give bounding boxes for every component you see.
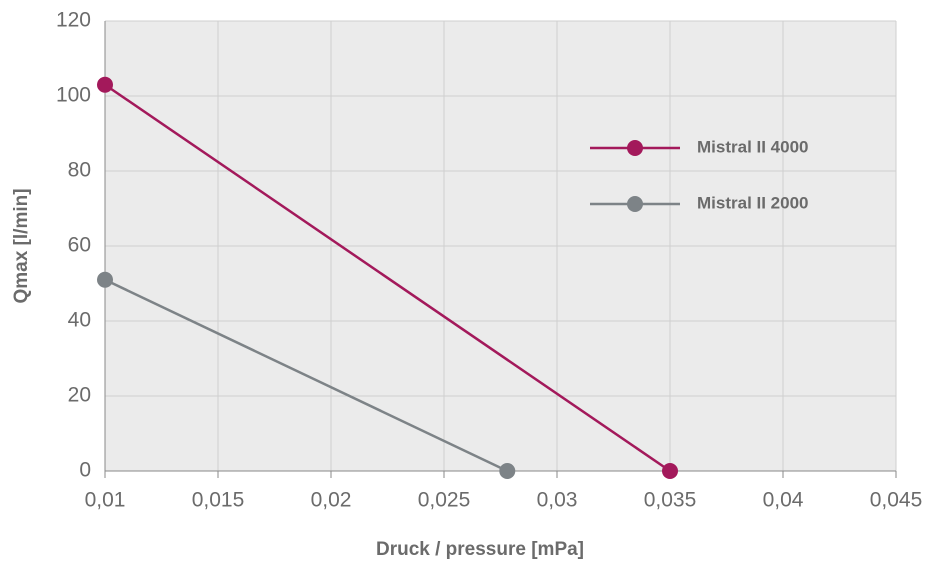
point bbox=[662, 463, 678, 479]
x-tick-label: 0,02 bbox=[311, 489, 352, 512]
x-tick-label: 0,01 bbox=[85, 489, 126, 512]
x-axis-title: Druck / pressure [mPa] bbox=[376, 539, 584, 560]
y-tick-label: 60 bbox=[68, 234, 91, 257]
point bbox=[97, 76, 113, 93]
y-tick-label: 100 bbox=[56, 84, 91, 107]
x-tick-label: 0,015 bbox=[192, 489, 245, 512]
y-tick-label: 80 bbox=[68, 159, 91, 182]
x-tick-label: 0,03 bbox=[537, 489, 578, 512]
legend-label: Mistral II 2000 bbox=[697, 193, 809, 212]
x-tick-label: 0,035 bbox=[644, 489, 697, 512]
x-tick-label: 0,025 bbox=[418, 489, 471, 512]
x-tick-label: 0,04 bbox=[763, 489, 804, 512]
y-tick-label: 20 bbox=[68, 384, 91, 407]
x-tick-label: 0,045 bbox=[870, 489, 923, 512]
legend-marker bbox=[627, 196, 643, 212]
y-axis-title: Qmax [l/min] bbox=[11, 188, 32, 303]
y-tick-label: 0 bbox=[79, 459, 91, 482]
point bbox=[499, 463, 516, 479]
y-tick-label: 40 bbox=[68, 309, 91, 332]
series-line bbox=[104, 278, 508, 473]
y-tick-label: 120 bbox=[56, 9, 91, 32]
legend-marker bbox=[627, 140, 643, 156]
point bbox=[97, 271, 113, 288]
legend-label: Mistral II 4000 bbox=[697, 137, 809, 156]
series-line bbox=[104, 83, 671, 473]
